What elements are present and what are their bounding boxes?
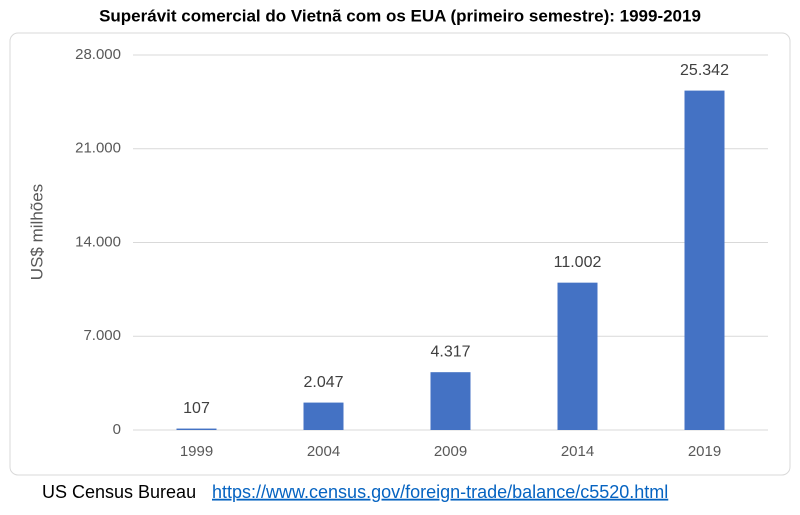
bar <box>303 402 344 430</box>
y-tick-label: 28.000 <box>75 46 121 63</box>
chart-frame <box>9 32 791 476</box>
data-label: 25.342 <box>680 62 729 79</box>
x-tick-label: 2019 <box>688 443 721 460</box>
bar <box>557 282 598 430</box>
source-text: US Census Bureau <box>42 482 196 502</box>
y-tick-label: 21.000 <box>75 140 121 157</box>
y-tick-label: 14.000 <box>75 233 121 250</box>
y-tick-label: 7.000 <box>83 327 121 344</box>
x-tick-label: 2009 <box>434 443 467 460</box>
data-label: 2.047 <box>303 374 343 391</box>
source-link[interactable]: https://www.census.gov/foreign-trade/bal… <box>212 482 668 502</box>
x-tick-label: 1999 <box>180 443 213 460</box>
x-tick-label: 2004 <box>307 443 340 460</box>
y-tick-label: 0 <box>113 421 121 438</box>
bar <box>176 428 217 430</box>
y-axis-label: US$ milhões <box>27 184 46 280</box>
chart-title: Superávit comercial do Vietnã com os EUA… <box>99 6 701 25</box>
x-tick-label: 2014 <box>561 443 594 460</box>
data-label: 107 <box>183 400 210 417</box>
bar <box>430 372 471 430</box>
data-label: 4.317 <box>430 343 470 360</box>
data-label: 11.002 <box>554 254 602 271</box>
bar <box>684 90 725 431</box>
